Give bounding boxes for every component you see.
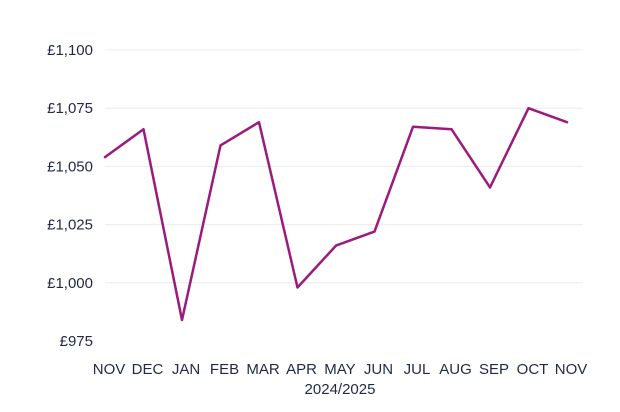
x-tick-label: MAY [324,361,355,378]
x-tick-label: JAN [172,361,200,378]
y-tick-label: £1,075 [47,100,93,117]
x-tick-label: APR [286,361,317,378]
x-tick-label: JUN [364,361,393,378]
gridlines [105,49,583,284]
x-tick-label: NOV [93,361,126,378]
y-tick-label: £1,050 [47,158,93,175]
x-axis-label: 2024/2025 [305,381,376,398]
series-line [103,106,569,322]
x-tick-label: FEB [210,361,239,378]
x-tick-label: OCT [517,361,549,378]
series-layer [103,106,569,322]
x-tick-label: JUL [404,361,431,378]
y-tick-label: £975 [60,333,93,350]
y-tick-label: £1,025 [47,217,93,234]
x-tick-label: DEC [132,361,164,378]
y-tick-label: £1,100 [47,42,93,59]
y-axis-ticks: £975 £1,000 £1,025 £1,050 £1,075 £1,100 [47,42,93,350]
y-tick-label: £1,000 [47,275,93,292]
x-tick-label: MAR [246,361,280,378]
x-tick-label: AUG [439,361,472,378]
x-tick-label: SEP [479,361,509,378]
x-axis-ticks: NOV DEC JAN FEB MAR APR MAY JUN JUL AUG SEP OCT NOV [93,361,588,378]
x-tick-label: NOV [555,361,588,378]
